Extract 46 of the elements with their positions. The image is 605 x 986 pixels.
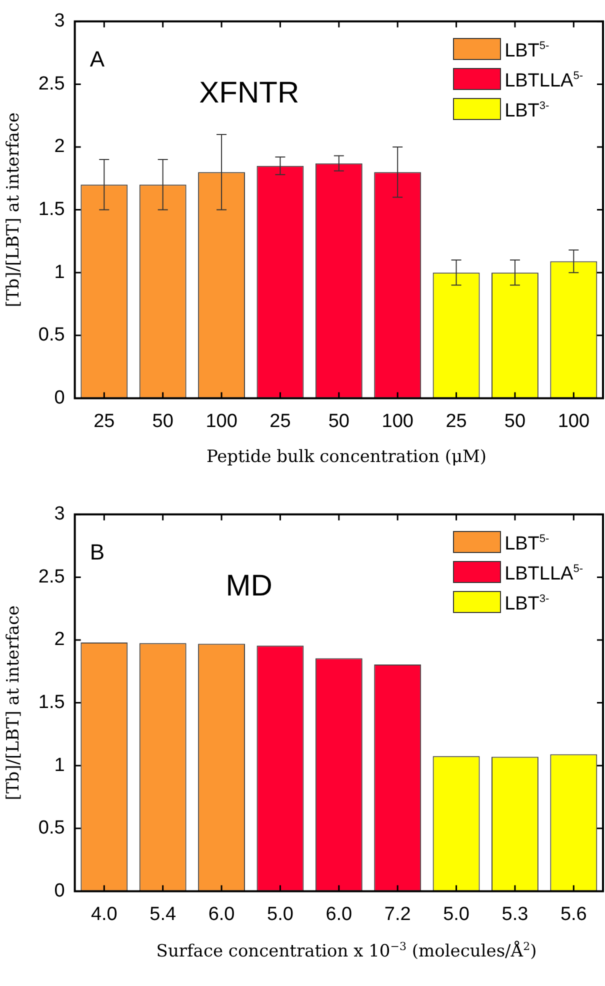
legend-label: LBT$^{3-}$ xyxy=(504,592,550,617)
annotation: A xyxy=(90,46,105,72)
x-axis-title: Surface concentration x 10$^{−3}$ (molecules/Å$^{2}$) xyxy=(155,940,538,962)
y-tick-label: 3 xyxy=(54,504,65,525)
y-tick-label: 1 xyxy=(54,754,65,776)
y-tick-label: 2 xyxy=(54,136,65,158)
y-tick-label: 0 xyxy=(54,387,65,408)
y-axis-title: [Tb]/[LBT] at interface xyxy=(4,605,24,800)
legend-label: LBT$^{3-}$ xyxy=(504,99,550,124)
legend-label: LBT$^{5-}$ xyxy=(504,532,550,557)
legend-label: LBT$^{5-}$ xyxy=(504,39,550,64)
x-axis-title: Peptide bulk concentration (μM) xyxy=(205,447,488,467)
x-tick-label: 25 xyxy=(270,410,291,432)
x-tick-label: 6.0 xyxy=(208,904,235,925)
legend-label: LBTLLA$^{5-}$ xyxy=(504,562,583,587)
x-tick-label: 7.2 xyxy=(384,904,411,925)
text: XFNTR xyxy=(199,76,300,110)
y-axis-title: [Tb]/[LBT] at interface xyxy=(4,112,24,308)
x-tick-label: 25 xyxy=(446,410,467,432)
x-tick-label: 4.0 xyxy=(90,904,118,925)
x-tick-label: 100 xyxy=(558,410,590,432)
y-tick-label: 0.5 xyxy=(38,818,65,839)
y-tick-label: 0.5 xyxy=(38,324,65,346)
annotation: B xyxy=(90,539,104,564)
x-tick-label: 5.4 xyxy=(150,904,176,925)
y-tick-label: 1.5 xyxy=(38,199,65,220)
x-tick-label: 6.0 xyxy=(326,904,352,925)
text: MD xyxy=(226,570,272,603)
x-tick-label: 5.0 xyxy=(267,904,294,925)
y-tick-label: 1 xyxy=(54,262,65,283)
x-tick-label: 50 xyxy=(152,410,174,432)
y-tick-label: 2.5 xyxy=(38,566,65,588)
y-tick-label: 0 xyxy=(54,880,65,902)
x-tick-label: 100 xyxy=(206,410,238,432)
y-tick-label: 2.5 xyxy=(38,73,65,94)
x-tick-label: 25 xyxy=(94,410,115,432)
legend-label: LBTLLA$^{5-}$ xyxy=(504,69,583,94)
x-tick-label: 5.6 xyxy=(560,904,587,925)
x-tick-label: 100 xyxy=(382,410,414,432)
x-tick-label: 5.3 xyxy=(502,904,528,925)
y-tick-label: 1.5 xyxy=(38,692,65,714)
x-tick-label: 5.0 xyxy=(443,904,470,925)
y-tick-label: 2 xyxy=(54,629,65,650)
y-tick-label: 3 xyxy=(54,10,65,32)
x-tick-label: 50 xyxy=(328,410,350,432)
x-tick-label: 50 xyxy=(504,410,526,432)
